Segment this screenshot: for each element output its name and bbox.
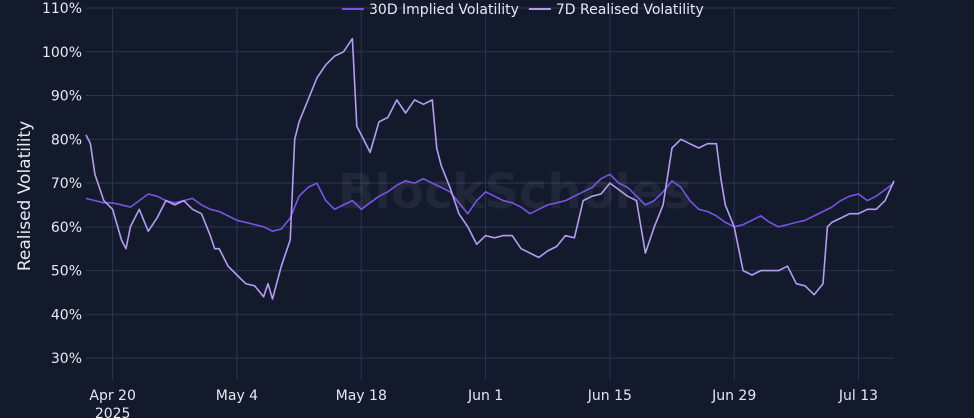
x-tick-label: Apr 20 xyxy=(89,388,135,404)
y-axis-ticks: 30% 40% 50% 60% 70% 80% 90% 100% 110% xyxy=(42,1,82,367)
legend[interactable]: 30D Implied Volatility 7D Realised Volati… xyxy=(342,2,704,18)
x-tick-label: May 4 xyxy=(216,388,258,404)
legend-label: 30D Implied Volatility xyxy=(369,2,519,18)
y-tick-label: 40% xyxy=(51,307,82,323)
y-tick-label: 100% xyxy=(42,45,82,61)
x-tick-label: May 18 xyxy=(336,388,387,404)
legend-item[interactable]: 7D Realised Volatility xyxy=(528,2,704,18)
series-layer xyxy=(85,37,895,300)
x-tick-sublabel: 2025 xyxy=(95,406,131,418)
legend-item[interactable]: 30D Implied Volatility xyxy=(342,2,519,18)
y-tick-label: 80% xyxy=(51,132,82,148)
legend-label: 7D Realised Volatility xyxy=(556,2,704,18)
x-tick-label: Jun 15 xyxy=(587,388,632,404)
y-tick-label: 50% xyxy=(51,264,82,280)
series-line-implied-vol-30d xyxy=(85,173,895,232)
series-line-realised-vol-7d xyxy=(85,37,895,300)
x-tick-label: Jun 1 xyxy=(467,388,503,404)
y-tick-label: 30% xyxy=(51,351,82,367)
y-tick-label: 110% xyxy=(42,1,82,17)
y-tick-label: 60% xyxy=(51,220,82,236)
y-axis-label: Realised Volatility xyxy=(15,121,35,271)
grid-layer xyxy=(86,7,894,380)
y-tick-label: 90% xyxy=(51,89,82,105)
y-tick-label: 70% xyxy=(51,176,82,192)
x-axis-ticks: Apr 20 2025 May 4 May 18 Jun 1 Jun 15 Jun 29 Ju… xyxy=(89,388,878,418)
x-tick-label: Jul 13 xyxy=(838,388,878,404)
x-tick-label: Jun 29 xyxy=(711,388,756,404)
